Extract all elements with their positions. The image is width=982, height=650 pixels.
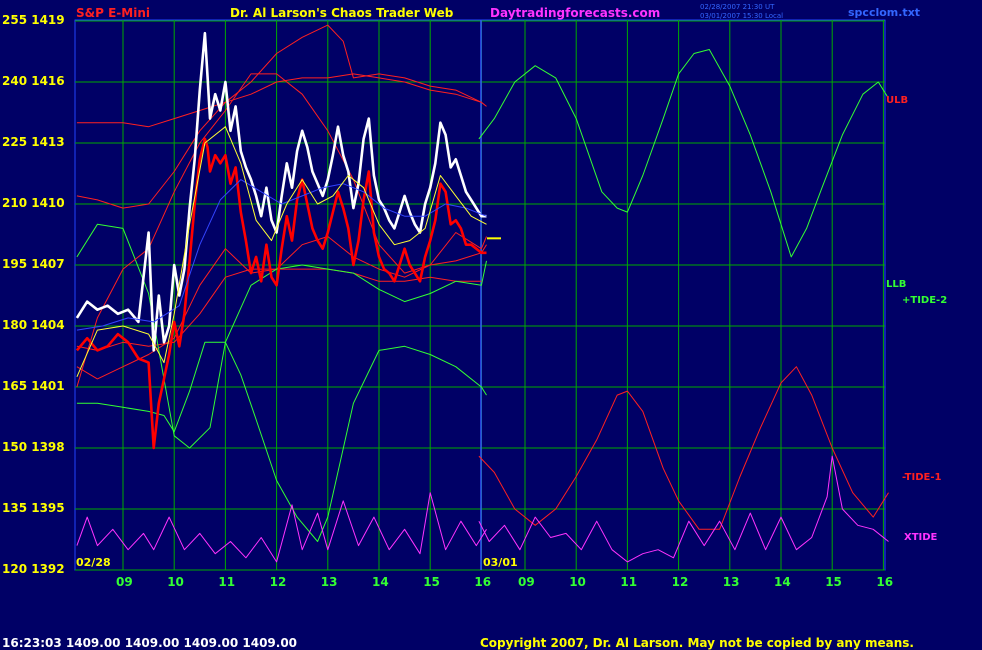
xtide-label: XTIDE	[904, 532, 938, 543]
site-link[interactable]: Daytradingforecasts.com	[490, 6, 661, 20]
series-xtide-day1	[76, 492, 487, 563]
llb-label: LLB	[886, 279, 907, 290]
y-tick-label: 165 1401	[2, 379, 65, 393]
copyright-text: Copyright 2007, Dr. Al Larson. May not b…	[480, 636, 914, 650]
series-price-low-day1	[75, 137, 487, 450]
quote-line: 16:23:03 1409.00 1409.00 1409.00 1409.00	[2, 636, 298, 650]
date-label-start: 02/28	[76, 556, 111, 569]
series-envelope-day1	[76, 236, 487, 380]
series-envelope-day1	[76, 24, 487, 209]
series-average-day1	[76, 179, 487, 331]
y-tick-label: 240 1416	[2, 74, 65, 88]
x-tick-label: 10	[167, 575, 184, 589]
instrument-label: S&P E-Mini	[76, 6, 150, 20]
y-tick-label: 255 1419	[2, 13, 65, 27]
timestamp-local: 03/01/2007 15:30 Local	[700, 12, 784, 20]
x-tick-label: 16	[876, 575, 894, 589]
date-label-mid: 03/01	[483, 556, 518, 569]
x-tick-label: 15	[825, 575, 842, 589]
series-tide2-day1	[76, 341, 487, 542]
series-tide1-day2	[478, 366, 889, 530]
y-tick-label: 150 1398	[2, 440, 65, 454]
timestamp-ut: 02/28/2007 21:30 UT	[700, 3, 775, 11]
y-tick-label: 180 1404	[2, 318, 65, 332]
y-tick-label: 225 1413	[2, 135, 65, 149]
y-tick-label: 135 1395	[2, 501, 65, 515]
x-tick-label: 11	[218, 575, 236, 589]
chart-title: Dr. Al Larson's Chaos Trader Web	[230, 6, 454, 20]
y-tick-label: 210 1410	[2, 196, 65, 210]
x-tick-label: 13	[320, 575, 338, 589]
chart-series	[75, 24, 889, 563]
series-envelope-day1	[76, 73, 482, 128]
tide1-label: -TIDE-1	[902, 472, 942, 483]
ulb-label: ULB	[886, 95, 909, 106]
x-tick-label: 15	[423, 575, 440, 589]
x-tick-label: 14	[774, 575, 791, 589]
series-tide2-day2	[478, 49, 889, 258]
x-tick-label: 12	[671, 575, 689, 589]
tide2-label: +TIDE-2	[902, 295, 948, 306]
series-xtide-day2	[478, 455, 889, 563]
x-tick-label: 11	[620, 575, 638, 589]
x-tick-label: 09	[518, 575, 535, 589]
file-name-label: spcclom.txt	[848, 6, 921, 19]
grid-lines	[74, 19, 886, 571]
plot-frame	[74, 19, 886, 571]
y-tick-label: 195 1407	[2, 257, 65, 271]
series-fast-average-day1	[76, 126, 487, 378]
x-tick-label: 12	[269, 575, 287, 589]
x-tick-label: 14	[372, 575, 389, 589]
series-price-high-day1	[75, 31, 487, 352]
x-tick-label: 13	[722, 575, 740, 589]
series-tide1-day1	[76, 73, 487, 388]
y-tick-label: 120 1392	[2, 562, 65, 576]
x-tick-label: 10	[569, 575, 586, 589]
x-tick-label: 09	[116, 575, 133, 589]
x-tick-label: 16	[474, 575, 492, 589]
series-tide2-day1	[76, 223, 487, 449]
